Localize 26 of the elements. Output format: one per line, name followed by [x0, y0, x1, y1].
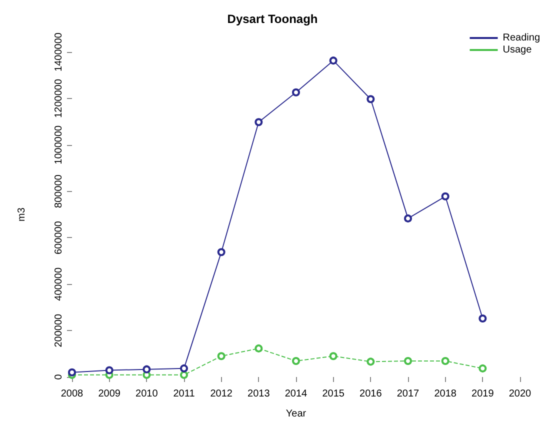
legend-label: Reading: [502, 32, 540, 44]
y-tick-label: 800000: [54, 174, 64, 208]
x-tick-label: 2009: [98, 388, 121, 400]
y-tick-label: 400000: [54, 267, 64, 301]
y-tick-label: 0: [54, 374, 64, 380]
y-tick-label: 1400000: [54, 32, 64, 72]
legend-label: Usage: [502, 44, 532, 56]
x-tick-label: 2018: [434, 388, 457, 400]
x-tick-label: 2013: [248, 388, 270, 400]
x-tick-label: 2015: [322, 388, 345, 400]
chart-title: Dysart Toonagh: [227, 12, 318, 26]
x-tick-label: 2016: [360, 388, 382, 400]
x-tick-label: 2012: [210, 388, 233, 400]
x-tick-label: 2017: [396, 388, 420, 400]
x-tick-label: 2010: [136, 388, 158, 400]
x-axis-title: Year: [286, 408, 307, 420]
x-tick-label: 2019: [472, 388, 494, 400]
y-tick-label: 1000000: [54, 124, 64, 164]
y-tick-label: 1200000: [54, 78, 64, 118]
x-tick-label: 2008: [60, 388, 84, 400]
x-tick-label: 2011: [173, 388, 196, 400]
x-tick-label: 2020: [508, 388, 532, 400]
y-axis-title: m3: [16, 207, 28, 222]
y-tick-label: 200000: [54, 313, 64, 348]
y-tick-label: 600000: [54, 220, 64, 254]
x-tick-label: 2014: [284, 388, 308, 400]
